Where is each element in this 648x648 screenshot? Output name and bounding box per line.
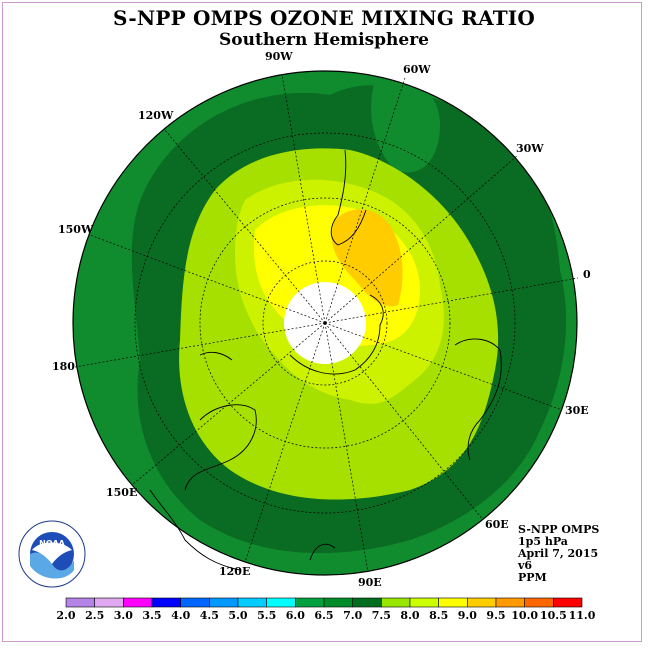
lon-label-30w: 30W: [516, 142, 544, 155]
lon-label-120w: 120W: [138, 109, 174, 122]
band-6-5-patch-ne: [371, 77, 440, 173]
color-scale-tick-label: 11.0: [568, 609, 596, 622]
image-frame: [2, 2, 642, 642]
lon-label-150w: 150W: [58, 223, 94, 236]
lon-label-90w: 90W: [265, 50, 293, 63]
color-scale-tick-label: 6.0: [285, 609, 305, 622]
coast-antarctica-peninsula: [199, 351, 233, 361]
info-level: 1p5 hPa: [518, 535, 568, 548]
coast-africa: [454, 338, 502, 461]
lon-label-60w: 60W: [403, 63, 431, 76]
info-units: PPM: [518, 571, 547, 584]
color-scale-swatch: [266, 597, 296, 608]
band-9-0: [331, 209, 403, 307]
color-scale-swatch: [209, 597, 239, 608]
color-scale-tick-label: 3.5: [142, 609, 162, 622]
color-scale-tick-label: 4.5: [199, 609, 219, 622]
color-scale-swatch: [352, 597, 382, 608]
map-boundary: [72, 70, 578, 576]
color-scale-tick-label: 8.0: [400, 609, 420, 622]
color-scale-tick-label: 6.5: [314, 609, 334, 622]
lon-label-120e: 120E: [219, 565, 251, 578]
color-scale-tick-label: 7.5: [371, 609, 391, 622]
south-pole-marker: [323, 321, 327, 325]
info-instrument: S-NPP OMPS: [518, 523, 600, 536]
color-scale-swatch: [495, 597, 525, 608]
coast-islands: [309, 543, 336, 561]
map-title: S-NPP OMPS OZONE MIXING RATIO: [113, 6, 535, 30]
color-scale-tick-label: 10.5: [539, 609, 567, 622]
graticule: [74, 74, 579, 573]
coast-south-america: [330, 149, 367, 246]
color-scale-swatch: [553, 597, 583, 608]
color-scale-swatch: [409, 597, 439, 608]
color-scale-tick-label: 9.0: [457, 609, 477, 622]
color-scale-tick-label: 4.0: [171, 609, 191, 622]
color-scale-tick-label: 10.0: [511, 609, 539, 622]
noaa-logo: NOAA: [18, 520, 86, 588]
info-date: April 7, 2015: [518, 547, 599, 560]
color-scale-tick-label: 3.0: [113, 609, 133, 622]
color-scale-swatch: [123, 597, 153, 608]
color-scale-swatch: [381, 597, 411, 608]
lon-label-150e: 150E: [106, 486, 138, 499]
color-scale-tick-label: 8.5: [429, 609, 449, 622]
color-scale-swatch: [524, 597, 554, 608]
color-scale-tick-label: 5.5: [257, 609, 277, 622]
color-scale-swatch: [295, 597, 325, 608]
color-scale-bar: [65, 597, 583, 608]
lon-label-180: 180: [52, 360, 75, 373]
color-scale-swatch: [65, 597, 95, 608]
info-block: S-NPP OMPS 1p5 hPa April 7, 2015 v6 PPM: [518, 524, 599, 584]
noaa-logo-text: NOAA: [39, 539, 65, 548]
color-scale-tick-label: 9.5: [486, 609, 506, 622]
lon-label-60e: 60E: [485, 518, 509, 531]
color-scale-swatch: [438, 597, 468, 608]
color-scale-tick-label: 5.0: [228, 609, 248, 622]
color-scale-tick-label: 2.0: [56, 609, 76, 622]
color-scale-tick-label: 7.0: [343, 609, 363, 622]
color-scale-swatch: [323, 597, 353, 608]
color-scale-swatch: [151, 597, 181, 608]
lon-label-0: 0: [583, 268, 591, 281]
color-scale-swatch: [94, 597, 124, 608]
coast-antarctica: [289, 294, 384, 375]
color-scale-tick-label: 2.5: [85, 609, 105, 622]
map-subtitle: Southern Hemisphere: [219, 30, 429, 50]
color-scale-swatch: [180, 597, 210, 608]
info-version: v6: [518, 559, 533, 572]
coast-asia: [149, 489, 241, 571]
lon-label-30e: 30E: [565, 404, 589, 417]
color-scale-swatch: [467, 597, 497, 608]
lon-label-90e: 90E: [358, 576, 382, 589]
color-scale-swatch: [237, 597, 267, 608]
